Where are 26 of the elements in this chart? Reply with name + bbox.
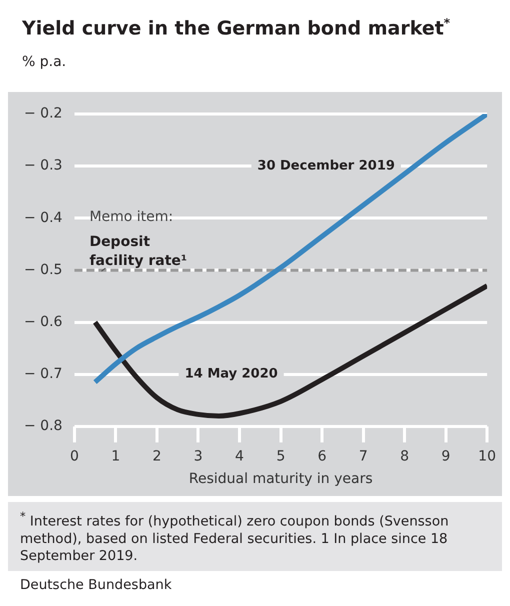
text: Deutsche Bundesbank	[19, 576, 173, 594]
x-tick-label: 1	[111, 448, 120, 464]
y-tick-label: − 0.5	[24, 262, 62, 278]
x-tick-label: 5	[276, 448, 286, 464]
x-tick-label: 4	[235, 448, 244, 464]
y-tick-label: − 0.6	[24, 314, 63, 330]
y-tick-label: − 0.8	[24, 418, 62, 434]
x-tick-label: 0	[70, 448, 79, 464]
y-tick-label: − 0.4	[24, 210, 63, 226]
y-axis-title: % p.a.	[22, 54, 68, 72]
y-tick-label: − 0.7	[24, 366, 62, 382]
y-tick-label: − 0.3	[24, 158, 62, 174]
series-label: 14 May 2020	[184, 366, 278, 382]
x-tick-label: 8	[400, 448, 410, 464]
x-tick-label: 9	[441, 448, 450, 464]
x-tick-label: 2	[152, 448, 162, 464]
x-tick-label: 7	[358, 448, 368, 464]
x-tick-label: 3	[194, 448, 203, 464]
x-axis-title: Residual maturity in years	[188, 471, 373, 488]
x-tick-label: 6	[318, 448, 327, 464]
series-label: 30 December 2019	[257, 158, 395, 174]
chart-title: Yield curve in the German bond market$^{*}$	[22, 16, 452, 42]
x-tick-label: 10	[478, 448, 496, 464]
y-tick-label: − 0.2	[24, 106, 62, 122]
text: $^{*}$ Interest rates for (hypothetical) zero coupon bonds (Svensson method), based on listed Federal securities. 1 In place since 18 September 2019.	[8, 502, 502, 570]
ref-line-label: Memo item: Deposit facility rate¹	[89, 209, 188, 270]
